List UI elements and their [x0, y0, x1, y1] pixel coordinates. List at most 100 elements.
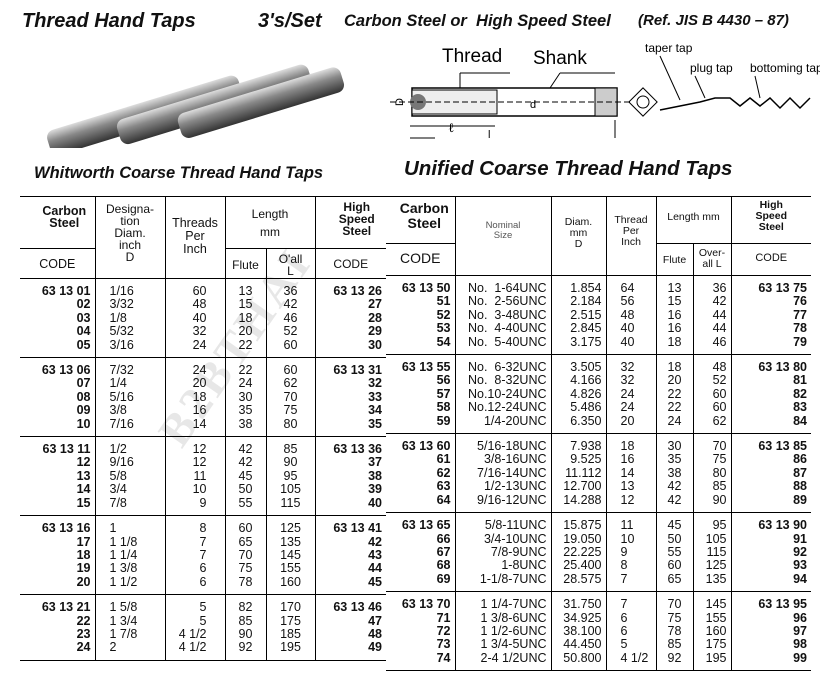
cell-hss: 63 13 80 81 82 83 84	[730, 354, 811, 434]
cell-value-oall: 160	[705, 623, 727, 638]
cell-value-flute: 35	[667, 452, 682, 467]
cell-value-code: 61	[436, 452, 451, 467]
cell-value-oall: 42	[712, 294, 727, 309]
cell-value-hss: 28	[368, 310, 383, 325]
cell-value-hss: 91	[793, 531, 807, 546]
cell-value-code: 03	[76, 310, 91, 325]
cell-value-code: 66	[436, 531, 451, 546]
cell-value-diam: 3/8	[109, 403, 127, 418]
cell-value-hss: 93	[793, 558, 807, 573]
cell-value-tpi: 32	[620, 373, 635, 388]
cell-value-code: 02	[76, 297, 91, 312]
cell-value-flute: 65	[238, 534, 253, 549]
cell-diam: 15.875 19.050 22.225 25.400 28.575	[550, 512, 606, 592]
header-carbon-steel: Carbon Steel	[386, 196, 455, 244]
cell-value-code: 64	[436, 492, 451, 507]
header-overall: O'all L	[265, 248, 316, 279]
cell-hss: 63 13 26 27 28 29 30	[314, 277, 387, 358]
cell-value-oall: 80	[283, 416, 298, 431]
diagram-label-taper-tap: taper tap	[645, 41, 693, 55]
cell-value-diam: 50.800	[563, 650, 602, 665]
cell-value-code: 63 13 50	[401, 281, 451, 295]
cell-value-tpi: 32	[192, 324, 207, 339]
cell-value-hss: 63 13 31	[333, 363, 383, 378]
cell-value-tpi: 48	[192, 297, 207, 312]
cell-value-tpi: 24	[192, 363, 207, 378]
cell-flute: 22 24 30 35 38	[224, 357, 266, 437]
cell-value-diam: 3/16	[109, 337, 134, 352]
unified-title: Unified Coarse Thread Hand Taps	[404, 157, 733, 180]
cell-value-hss: 86	[793, 452, 807, 467]
cell-value-code: 09	[76, 403, 91, 418]
header-hss: High Speed Steel	[730, 196, 811, 244]
cell-value-code: 14	[76, 482, 91, 497]
cell-value-flute: 85	[238, 613, 253, 628]
cell-value-flute: 15	[238, 297, 253, 312]
cell-value-nominal: 5/16-18UNC	[477, 439, 547, 454]
cell-value-flute: 42	[667, 492, 682, 507]
cell-value-flute: 24	[667, 413, 682, 428]
cell-value-diam: 11.112	[565, 465, 602, 480]
cell-value-code: 17	[76, 534, 91, 549]
cell-value-tpi: 64	[620, 281, 635, 295]
cell-value-code: 58	[436, 400, 451, 415]
cell-value-hss: 77	[793, 307, 807, 322]
cell-value-flute: 70	[667, 597, 682, 612]
cell-value-tpi: 7	[620, 597, 628, 612]
cell-value-oall: 36	[712, 281, 727, 295]
cell-value-hss: 87	[793, 465, 807, 480]
cell-value-oall: 42	[283, 297, 298, 312]
cell-value-code: 63 13 55	[401, 360, 451, 375]
cell-value-diam: 7/32	[109, 363, 134, 378]
cell-hss: 63 13 85 86 87 88 89	[730, 433, 811, 513]
cell-value-oall: 60	[283, 363, 298, 378]
cell-value-tpi: 6	[199, 561, 207, 576]
cell-value-hss: 45	[368, 574, 383, 589]
cell-value-diam: 25.400	[563, 558, 602, 573]
cell-value-code: 74	[436, 650, 451, 665]
cell-code: 63 13 01 02 03 04 05	[20, 277, 95, 358]
cell-value-flute: 18	[238, 310, 253, 325]
cell-value-diam: 1	[109, 521, 117, 536]
cell-value-hss: 82	[793, 386, 807, 401]
cell-value-tpi: 5	[620, 637, 628, 652]
cell-value-code: 12	[76, 455, 91, 470]
cell-value-oall: 105	[280, 482, 301, 497]
cell-flute: 13 15 18 20 22	[224, 277, 266, 358]
cell-value-tpi: 40	[620, 321, 635, 336]
cell-value-code: 63 13 16	[41, 521, 91, 536]
table-row-group: 63 13 06 07 08 09 10 7/32 1/4 5/16 3/8 7/16 24 20 18…	[20, 357, 387, 437]
cell-value-hss: 94	[793, 571, 807, 586]
cell-diam: 1/16 3/32 1/8 5/32 3/16	[94, 277, 165, 358]
diagram-label-L: l	[488, 129, 490, 141]
cell-value-hss: 37	[368, 455, 383, 470]
cell-value-diam: 1 3/4	[109, 613, 138, 628]
cell-value-hss: 88	[793, 479, 807, 494]
cell-code: 63 13 70 71 72 73 74	[386, 591, 455, 671]
cell-value-oall: 115	[706, 544, 727, 559]
diagram-label-d: d	[530, 99, 536, 111]
header-length: Length mm	[224, 196, 316, 249]
cell-value-code: 63 13 21	[41, 600, 91, 615]
cell-value-flute: 45	[667, 518, 682, 533]
cell-value-flute: 20	[238, 324, 253, 339]
cell-value-nominal: No. 3-48UNC	[468, 307, 547, 322]
header-diameter: Diam. mm D	[550, 196, 606, 276]
cell-value-tpi: 24	[192, 337, 207, 352]
cell-value-diam: 2.845	[570, 321, 602, 336]
cell-code: 63 13 60 61 62 63 64	[386, 433, 455, 513]
cell-value-diam: 1 1/4	[109, 547, 138, 562]
cell-value-diam: 12.700	[563, 479, 602, 494]
cell-value-code: 15	[76, 495, 91, 510]
cell-value-nominal: 3/4-10UNC	[483, 531, 547, 546]
cell-nominal: 1 1/4-7UNC 1 3/8-6UNC 1 1/2-6UNC 1 3/4-5UNC…	[454, 591, 551, 671]
cell-value-diam: 7/16	[109, 416, 134, 431]
cell-flute: 60 65 70 75 78	[224, 515, 266, 595]
cell-value-flute: 16	[667, 321, 682, 336]
cell-oall: 145 155 160 175 195	[692, 591, 731, 671]
cell-value-hss: 99	[793, 650, 807, 665]
cell-value-tpi: 6	[620, 610, 628, 625]
cell-code: 63 13 16 17 18 19 20	[20, 515, 95, 595]
cell-value-hss: 83	[793, 400, 807, 415]
